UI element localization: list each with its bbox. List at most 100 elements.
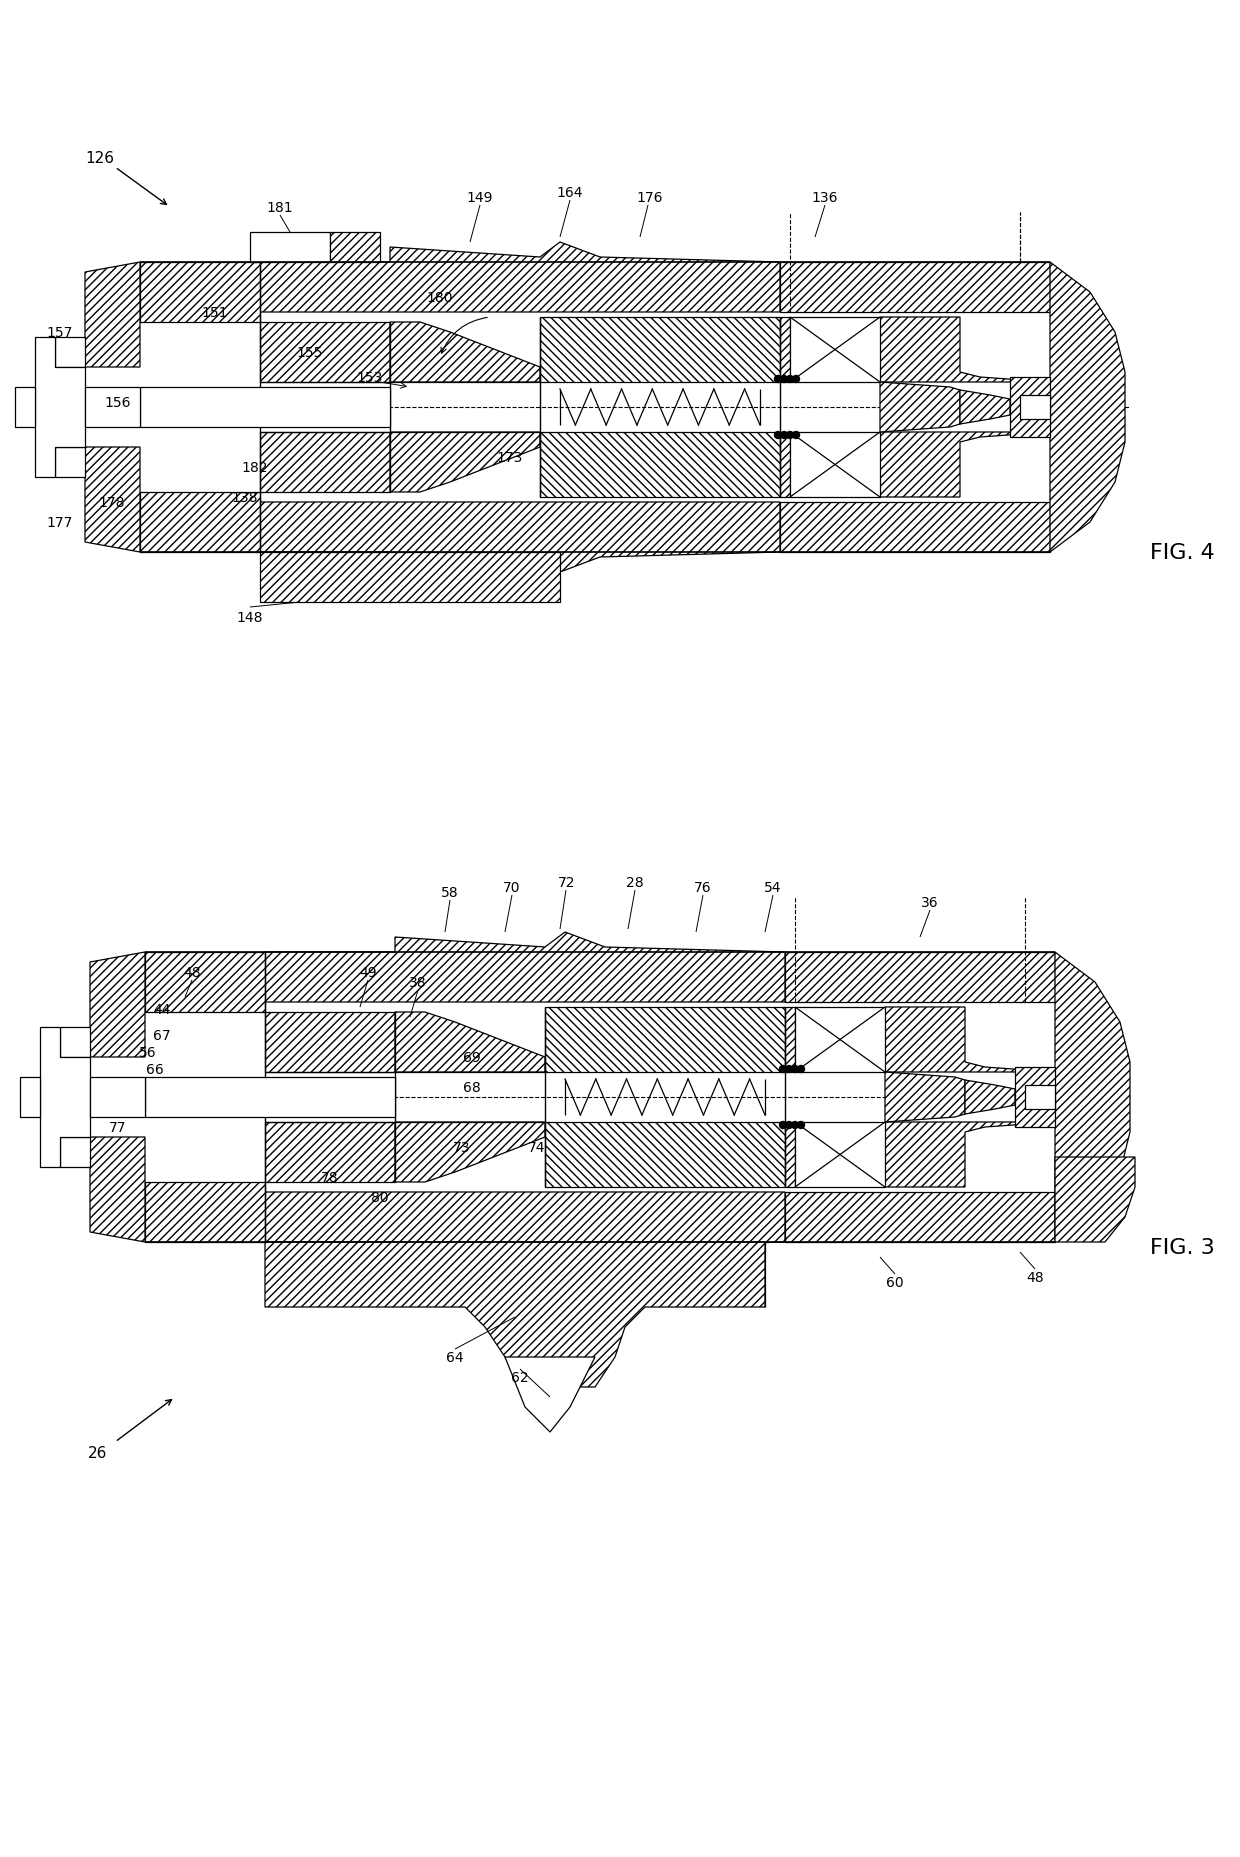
Text: 151: 151: [202, 306, 228, 319]
Text: 60: 60: [887, 1276, 904, 1289]
Polygon shape: [396, 1122, 546, 1183]
Polygon shape: [265, 1012, 396, 1073]
Polygon shape: [1011, 377, 1050, 438]
Polygon shape: [86, 264, 140, 368]
Polygon shape: [60, 1027, 91, 1057]
Text: 157: 157: [47, 325, 73, 340]
Polygon shape: [35, 338, 86, 477]
Polygon shape: [145, 1077, 396, 1118]
Text: 64: 64: [446, 1350, 464, 1365]
Polygon shape: [880, 318, 1050, 383]
Text: 126: 126: [86, 150, 114, 165]
Polygon shape: [55, 338, 86, 368]
Polygon shape: [391, 323, 539, 383]
Text: 181: 181: [267, 201, 294, 215]
Polygon shape: [880, 433, 1050, 498]
Text: 148: 148: [237, 611, 263, 624]
Polygon shape: [1025, 1084, 1055, 1109]
Polygon shape: [391, 433, 539, 492]
Text: 164: 164: [557, 186, 583, 201]
Text: 44: 44: [154, 1003, 171, 1016]
Polygon shape: [960, 390, 1011, 425]
Polygon shape: [91, 953, 145, 1057]
Polygon shape: [15, 388, 35, 427]
Text: 69: 69: [463, 1051, 481, 1064]
Text: 66: 66: [146, 1062, 164, 1077]
Text: 80: 80: [371, 1190, 389, 1205]
Polygon shape: [140, 492, 260, 553]
Text: 48: 48: [1027, 1270, 1044, 1285]
Polygon shape: [265, 932, 785, 1003]
Polygon shape: [145, 953, 265, 1012]
Text: 173: 173: [497, 451, 523, 464]
Polygon shape: [396, 1012, 546, 1073]
Polygon shape: [1021, 396, 1050, 420]
Polygon shape: [1016, 1068, 1055, 1127]
Polygon shape: [91, 1077, 145, 1118]
Text: 136: 136: [812, 191, 838, 204]
Polygon shape: [780, 433, 790, 498]
Polygon shape: [265, 1192, 785, 1263]
Circle shape: [785, 1122, 792, 1129]
Text: FIG. 3: FIG. 3: [1149, 1237, 1215, 1257]
Circle shape: [780, 433, 787, 440]
Circle shape: [775, 377, 781, 383]
Polygon shape: [780, 318, 790, 383]
Polygon shape: [140, 388, 391, 427]
Polygon shape: [260, 553, 560, 604]
Text: 138: 138: [232, 490, 258, 505]
Text: 72: 72: [558, 875, 575, 890]
Text: 178: 178: [99, 496, 125, 509]
Polygon shape: [250, 232, 330, 264]
Polygon shape: [885, 1122, 1055, 1187]
Circle shape: [791, 1066, 799, 1073]
Polygon shape: [790, 433, 880, 498]
Polygon shape: [140, 264, 260, 323]
Text: 77: 77: [109, 1120, 126, 1135]
Text: 67: 67: [154, 1029, 171, 1042]
Polygon shape: [965, 1081, 1016, 1114]
Polygon shape: [505, 1357, 595, 1432]
Polygon shape: [86, 448, 140, 553]
Polygon shape: [145, 1183, 265, 1242]
Circle shape: [775, 433, 781, 440]
Text: 62: 62: [511, 1370, 528, 1383]
Text: 182: 182: [242, 461, 268, 475]
Polygon shape: [260, 433, 391, 492]
Text: 56: 56: [139, 1045, 156, 1060]
Text: 48: 48: [184, 966, 201, 979]
Circle shape: [780, 1066, 786, 1073]
Text: 156: 156: [104, 396, 131, 410]
Polygon shape: [790, 318, 880, 383]
Text: 177: 177: [47, 516, 73, 529]
Polygon shape: [1055, 1157, 1135, 1242]
Polygon shape: [546, 1008, 785, 1073]
Circle shape: [791, 1122, 799, 1129]
Text: 36: 36: [921, 895, 939, 910]
Circle shape: [780, 377, 787, 383]
Polygon shape: [780, 503, 1050, 553]
Text: 180: 180: [427, 292, 454, 305]
Circle shape: [785, 1066, 792, 1073]
Polygon shape: [785, 1008, 795, 1073]
Text: 49: 49: [360, 966, 377, 979]
Text: 54: 54: [764, 880, 781, 895]
Polygon shape: [20, 1077, 40, 1118]
Text: 149: 149: [466, 191, 494, 204]
Text: FIG. 4: FIG. 4: [1149, 542, 1215, 563]
Polygon shape: [546, 1122, 785, 1187]
Polygon shape: [260, 323, 391, 383]
Text: 58: 58: [441, 886, 459, 899]
Polygon shape: [880, 383, 960, 433]
Polygon shape: [785, 1122, 795, 1187]
Text: 70: 70: [503, 880, 521, 895]
Polygon shape: [1055, 953, 1130, 1242]
Text: 153: 153: [357, 371, 383, 384]
Polygon shape: [265, 1122, 396, 1183]
Text: 38: 38: [409, 975, 427, 990]
Polygon shape: [785, 953, 1055, 1003]
Circle shape: [786, 433, 794, 440]
Polygon shape: [1050, 264, 1125, 553]
Text: 74: 74: [528, 1140, 546, 1155]
Polygon shape: [60, 1136, 91, 1168]
